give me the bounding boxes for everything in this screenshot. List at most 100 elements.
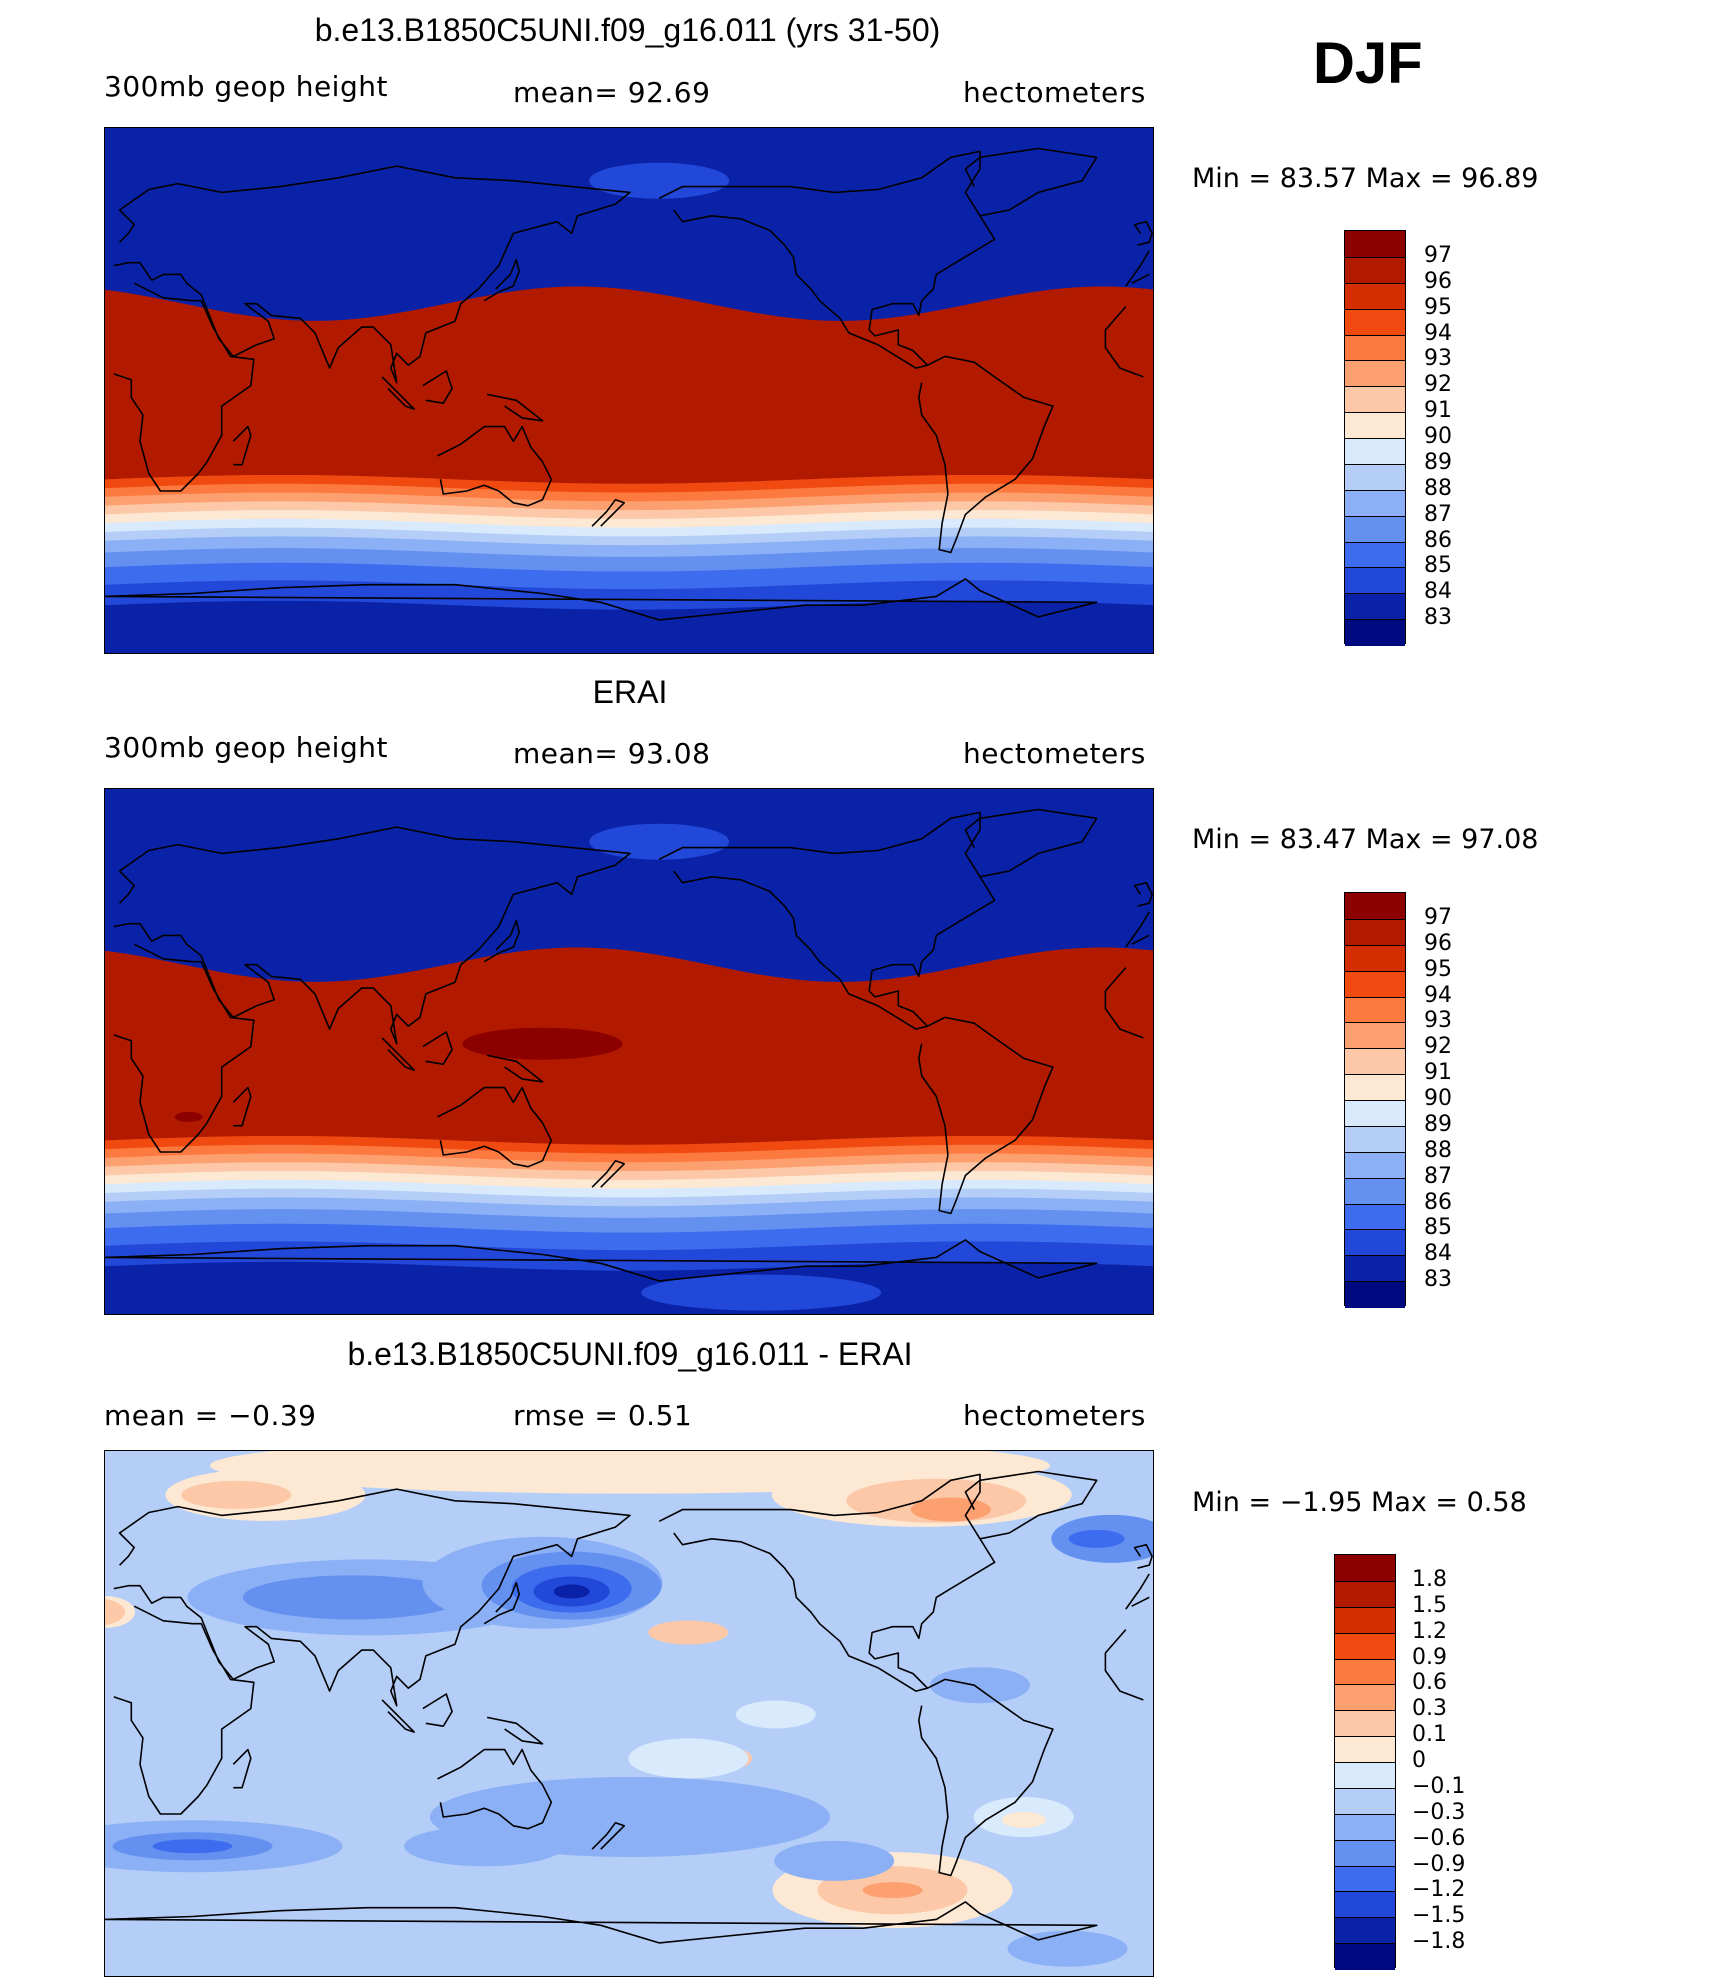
panel1-map [104,127,1154,654]
coastline [1133,881,1153,907]
colorbar-separator [1345,619,1405,621]
colorbar-tick-label: −0.6 [1412,1825,1466,1851]
coastline [486,1716,544,1745]
difference-contour [930,1667,1030,1704]
colorbar-tick-label: 83 [1424,1267,1452,1293]
colorbar-cell [1345,541,1405,568]
coastline [381,1699,415,1733]
colorbar-separator [1345,541,1405,543]
colorbar-cell [1345,1281,1405,1308]
difference-contour [910,1497,991,1522]
coastline [1104,1629,1144,1701]
colorbar-separator [1335,1917,1395,1919]
colorbar-cell [1345,463,1405,491]
difference-contour [553,1584,590,1599]
coastline [437,1086,553,1168]
colorbar-separator [1335,1839,1395,1841]
panel2-minmax: Min = 83.47 Max = 97.08 [1192,824,1539,855]
colorbar-cell [1335,1555,1395,1582]
colorbar-separator [1345,1281,1405,1283]
coastline [591,499,625,527]
colorbar-tick-label: 95 [1424,956,1452,982]
colorbar-separator [1335,1787,1395,1789]
colorbar-separator [1345,1203,1405,1205]
colorbar-tick-label: 86 [1424,1189,1452,1215]
colorbar-separator [1345,515,1405,517]
colorbar-separator [1345,438,1405,439]
panel1-colorbar [1344,230,1406,646]
colorbar-cell [1345,970,1405,997]
south-height-band [105,1261,1153,1314]
difference-contour [404,1826,565,1867]
colorbar-cell [1345,1203,1405,1230]
colorbar-separator [1345,918,1405,920]
colorbar-tick-label: 91 [1424,1060,1452,1086]
colorbar-tick-label: 1.2 [1412,1618,1447,1644]
colorbar-cell [1345,515,1405,542]
colorbar-separator [1345,386,1405,388]
panel2-colorbar [1344,892,1406,1308]
coastline [483,920,520,963]
coastline [232,1748,252,1789]
colorbar-separator [1345,412,1405,414]
colorbar-cell [1345,1125,1405,1153]
colorbar-tick-label: 85 [1424,553,1452,579]
colorbar-tick-label: −0.1 [1412,1773,1466,1799]
coastline [1131,273,1150,284]
season-label: DJF [1313,31,1423,96]
coastline [918,1016,1054,1215]
colorbar-cell [1345,412,1405,439]
colorbar-tick-label: 90 [1424,424,1452,449]
colorbar-separator [1345,360,1405,362]
coastline [113,282,255,492]
colorbar-tick-label: 93 [1424,1008,1452,1034]
colorbar-tick-label: 84 [1424,579,1452,605]
coastline [105,1901,1098,1944]
coastline [381,1037,415,1071]
colorbar-separator [1335,1891,1395,1893]
colorbar-cell [1335,1917,1395,1944]
coastline [422,370,453,404]
coastline [1133,220,1153,246]
coastline [483,259,520,302]
colorbar-separator [1345,1151,1405,1153]
colorbar-cell [1335,1762,1395,1789]
colorbar-tick-label: 87 [1424,501,1452,527]
colorbar-cell [1335,1632,1395,1659]
coastline [1125,250,1150,287]
colorbar-tick-label: 0.1 [1412,1722,1447,1748]
coastline [437,1748,553,1830]
low-center [641,1274,882,1311]
coastline [105,1239,1098,1282]
colorbar-separator [1335,1762,1395,1763]
colorbar-tick-label: 97 [1424,904,1452,930]
colorbar-separator [1335,1580,1395,1582]
coastline [658,811,996,1030]
coastline [918,1678,1054,1877]
difference-contour [242,1575,463,1620]
colorbar-cell [1335,1736,1395,1763]
difference-contour [1001,1811,1046,1828]
colorbar-separator [1345,593,1405,595]
colorbar-separator [1335,1865,1395,1867]
coastline [658,1473,996,1692]
colorbar-separator [1335,1943,1395,1945]
colorbar-cell [1345,1048,1405,1075]
colorbar-cell [1335,1813,1395,1841]
colorbar-cell [1345,1074,1405,1101]
colorbar-tick-label: 93 [1424,346,1452,372]
colorbar-tick-label: −1.5 [1412,1903,1466,1929]
polar-low [741,789,1102,843]
polar-low [741,128,1102,182]
polar-low [589,823,730,860]
coastline [232,425,252,466]
coastline [591,1822,625,1850]
colorbar-cell [1345,256,1405,284]
colorbar-cell [1345,438,1405,465]
panel1-units-label: hectometers [963,76,1146,109]
coastline [591,1160,625,1188]
difference-contour [735,1700,816,1729]
colorbar-tick-label: 88 [1424,475,1452,501]
coastline [964,147,1098,217]
colorbar-separator [1345,1022,1405,1024]
